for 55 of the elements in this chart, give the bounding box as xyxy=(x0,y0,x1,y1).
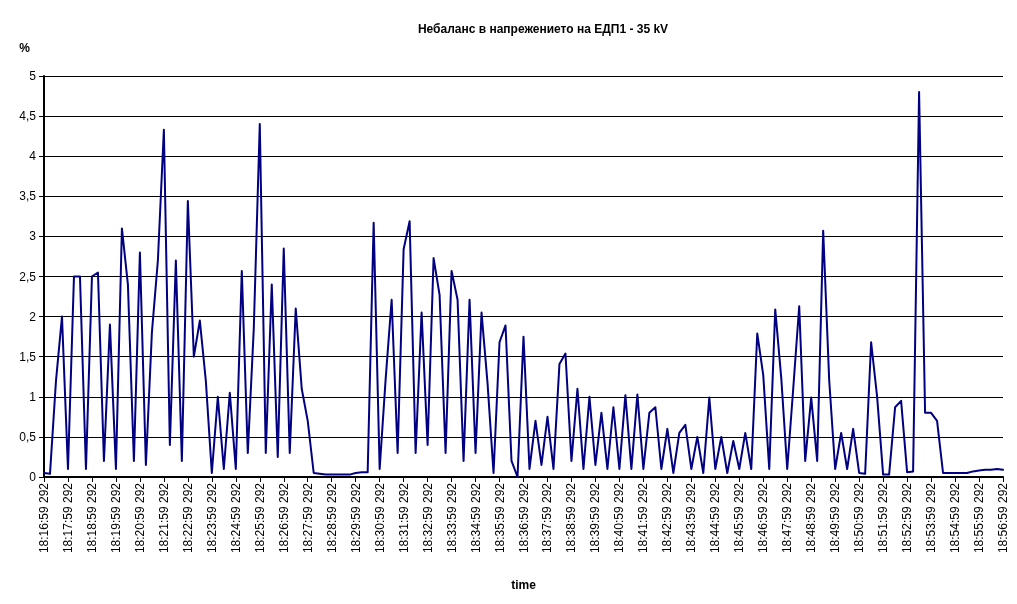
x-tick-label: 18:24:59 292 xyxy=(228,482,243,554)
x-tick-label: 18:16:59 292 xyxy=(37,482,51,554)
x-tick-label: 18:45:59 292 xyxy=(732,482,747,554)
y-tick-label: 4,5 xyxy=(19,109,37,124)
y-tick-label: 0,5 xyxy=(19,429,37,444)
x-tick-label: 18:47:59 292 xyxy=(780,482,795,554)
x-tick-label: 18:43:59 292 xyxy=(684,482,699,554)
y-tick-label: 3,5 xyxy=(19,189,37,204)
x-tick-label: 18:35:59 292 xyxy=(492,482,507,554)
x-tick-label: 18:48:59 292 xyxy=(804,482,819,554)
x-tick-label: 18:36:59 292 xyxy=(516,482,531,554)
x-tick-label: 18:29:59 292 xyxy=(348,482,363,554)
y-axis-title: % xyxy=(19,41,31,55)
y-tick-label: 4 xyxy=(29,149,37,164)
x-tick-label: 18:37:59 292 xyxy=(540,482,555,554)
x-tick-label: 18:38:59 292 xyxy=(564,482,579,554)
x-tick-label: 18:40:59 292 xyxy=(612,482,627,554)
x-tick-label: 18:18:59 292 xyxy=(84,482,99,554)
x-tick-label: 18:50:59 292 xyxy=(852,482,867,554)
x-tick-label: 18:53:59 292 xyxy=(924,482,939,554)
x-tick-label: 18:17:59 292 xyxy=(60,482,75,554)
y-tick-label: 2,5 xyxy=(19,269,37,284)
x-tick-label: 18:42:59 292 xyxy=(660,482,675,554)
x-tick-label: 18:25:59 292 xyxy=(252,482,267,554)
y-tick-label: 5 xyxy=(29,69,37,83)
x-tick-label: 18:22:59 292 xyxy=(180,482,195,554)
y-tick-label: 1,5 xyxy=(19,349,37,364)
x-tick-label: 18:26:59 292 xyxy=(276,482,291,554)
x-tick-label: 18:21:59 292 xyxy=(156,482,171,554)
x-tick-label: 18:54:59 292 xyxy=(948,482,963,554)
x-tick-label: 18:52:59 292 xyxy=(900,482,915,554)
x-tick-label: 18:23:59 292 xyxy=(204,482,219,554)
x-tick-label: 18:30:59 292 xyxy=(372,482,387,554)
y-tick-label: 3 xyxy=(29,229,37,244)
y-tick-label: 1 xyxy=(29,389,37,404)
x-tick-label: 18:55:59 292 xyxy=(972,482,987,554)
y-tick-label: 0 xyxy=(29,470,37,484)
x-tick-label: 18:49:59 292 xyxy=(828,482,843,554)
x-tick-label: 18:20:59 292 xyxy=(132,482,147,554)
x-tick-label: 18:19:59 292 xyxy=(108,482,123,554)
x-tick-label: 18:32:59 292 xyxy=(420,482,435,554)
x-axis-title: time xyxy=(511,578,537,592)
x-tick-label: 18:27:59 292 xyxy=(300,482,315,554)
x-tick-label: 18:31:59 292 xyxy=(396,482,411,554)
x-tick-label: 18:56:59 292 xyxy=(996,482,1010,554)
x-tick-label: 18:28:59 292 xyxy=(324,482,339,554)
x-tick-label: 18:34:59 292 xyxy=(468,482,483,554)
x-tick-label: 18:51:59 292 xyxy=(876,482,891,554)
x-tick-label: 18:44:59 292 xyxy=(708,482,723,554)
x-tick-label: 18:33:59 292 xyxy=(444,482,459,554)
chart-title: Небаланс в напрежението на ЕДП1 - 35 kV xyxy=(417,22,669,36)
x-tick-label: 18:46:59 292 xyxy=(756,482,771,554)
x-tick-label: 18:39:59 292 xyxy=(588,482,603,554)
x-tick-label: 18:41:59 292 xyxy=(636,482,651,554)
y-tick-label: 2 xyxy=(29,309,37,324)
